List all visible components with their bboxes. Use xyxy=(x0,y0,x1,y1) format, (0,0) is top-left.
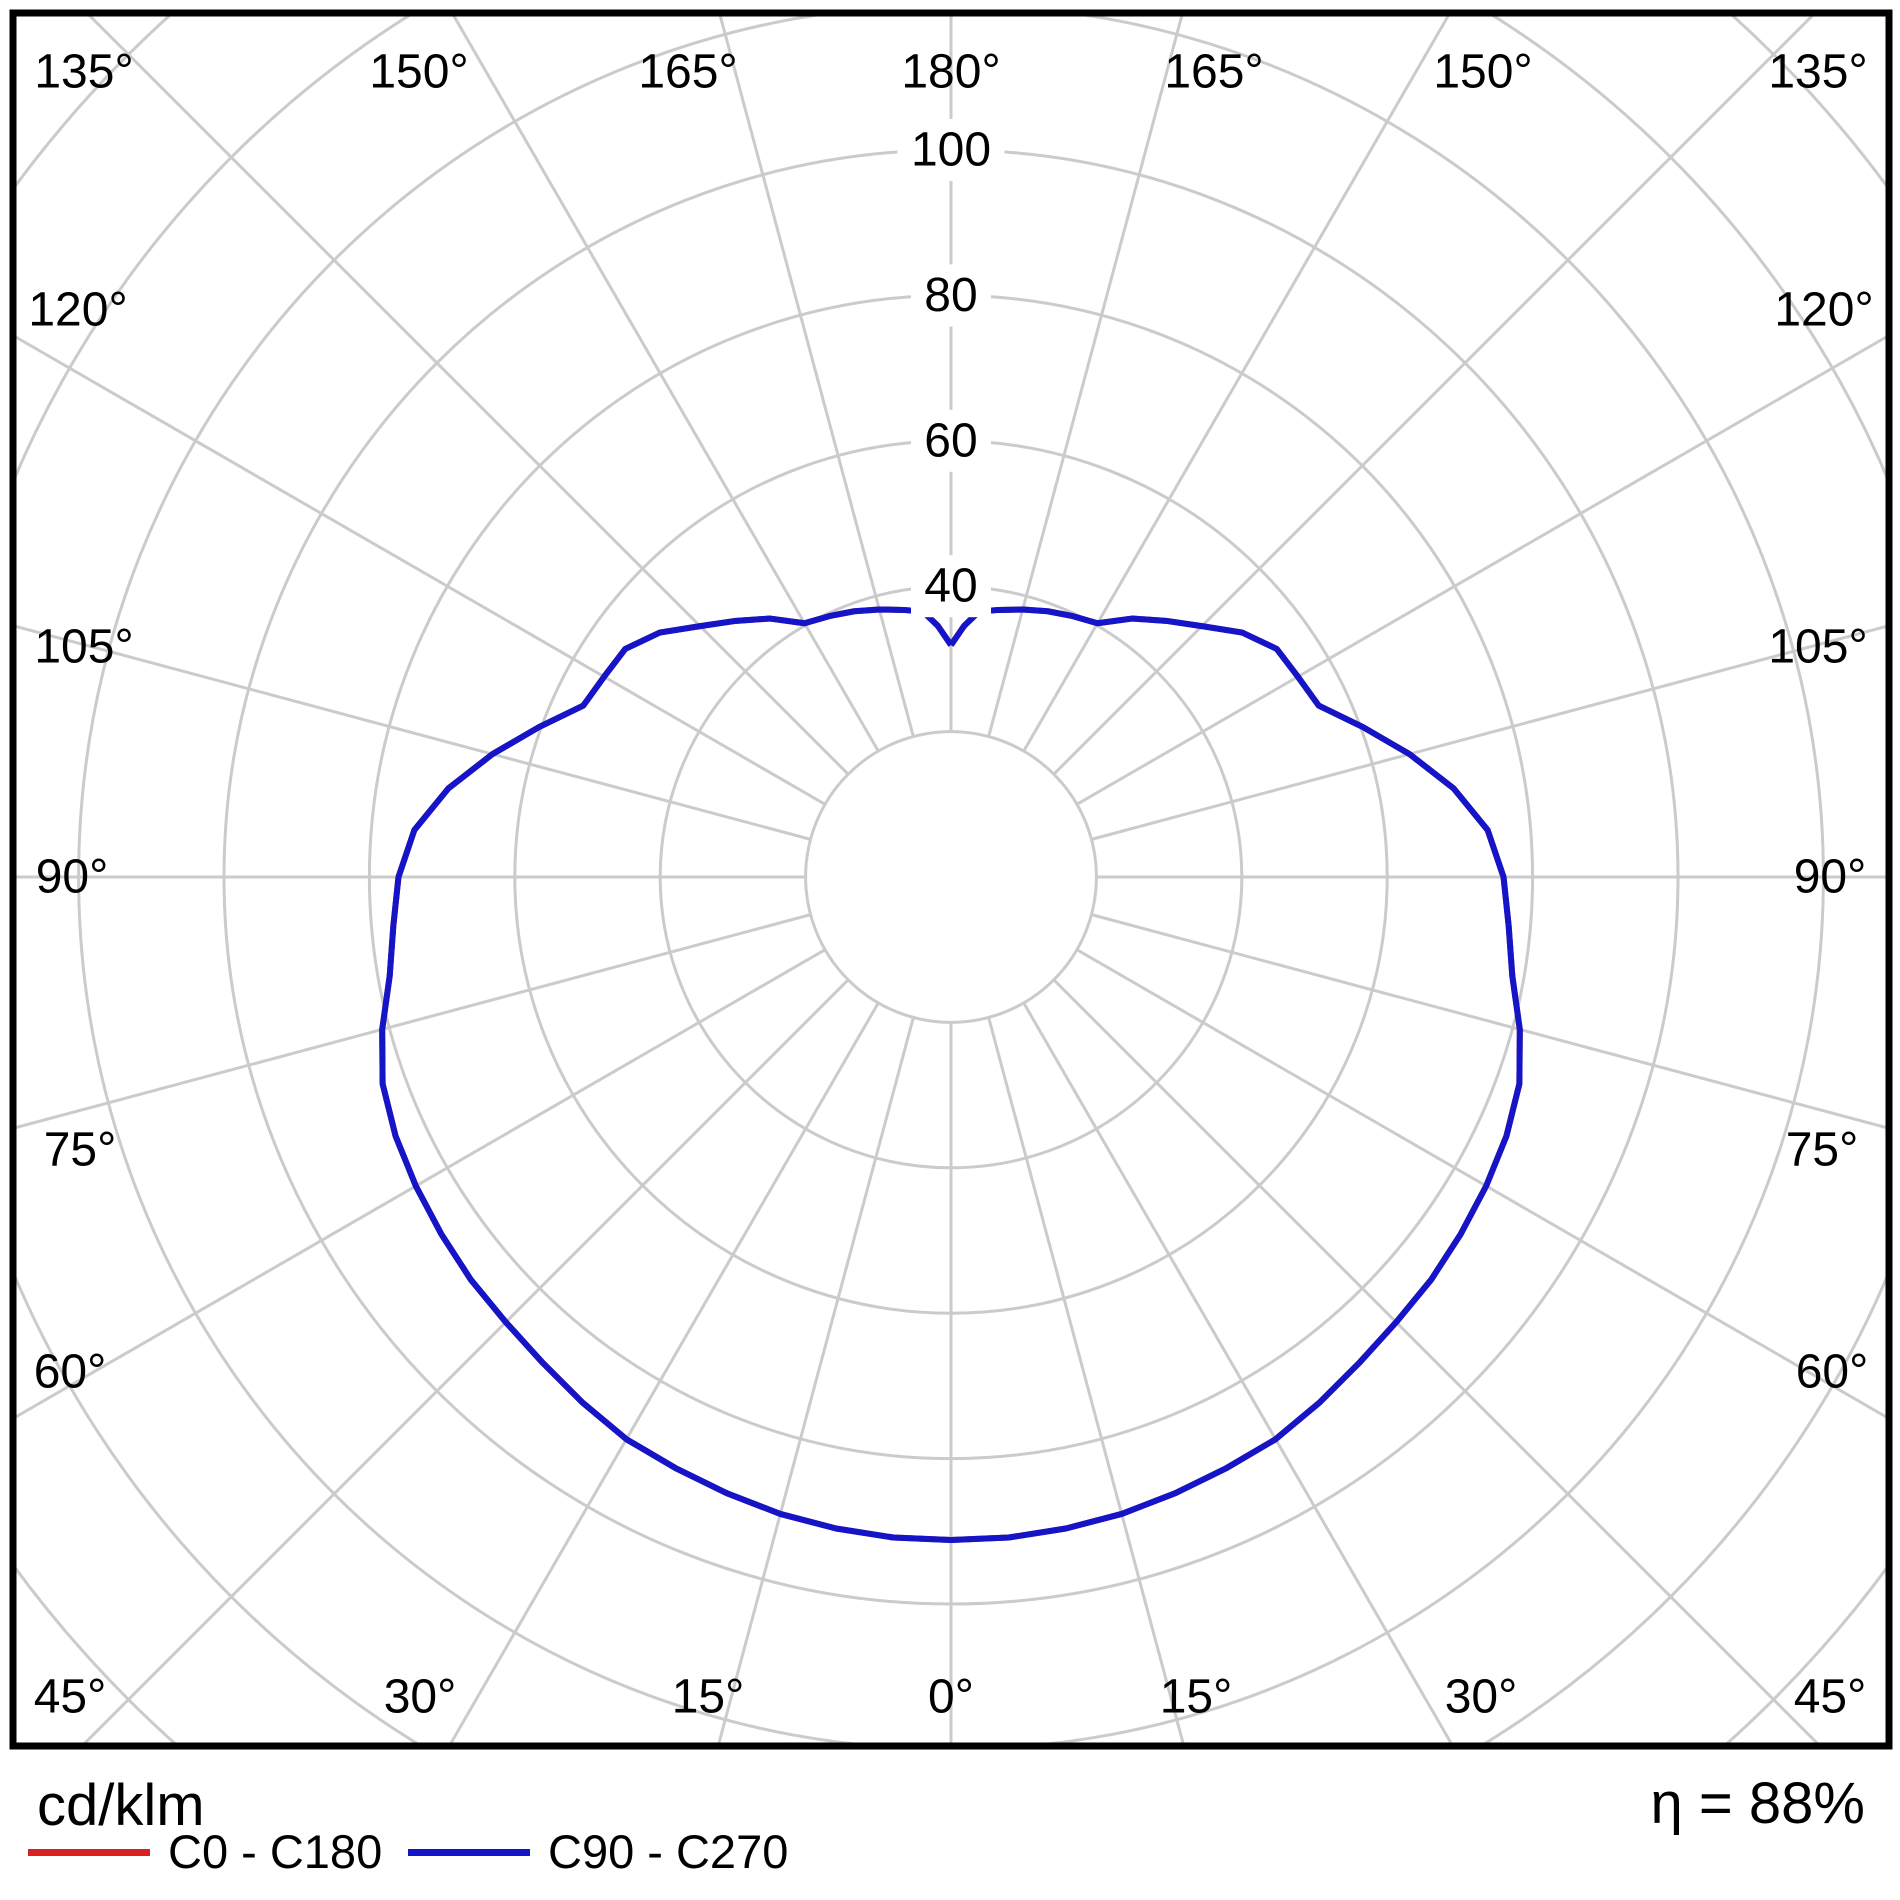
angle-label: 90° xyxy=(36,851,109,904)
plot-border xyxy=(9,9,1893,1750)
angle-label: 30° xyxy=(384,1671,457,1724)
angle-label: 150° xyxy=(369,46,468,99)
angle-label: 75° xyxy=(44,1124,117,1177)
curve-C90-C270 xyxy=(379,606,1523,1544)
legend-swatch-blue-line xyxy=(408,1848,530,1856)
angle-label: 0° xyxy=(928,1671,974,1724)
angle-label: 75° xyxy=(1786,1124,1859,1177)
efficiency-value: η = 88% xyxy=(1650,1771,1865,1836)
angle-label: 45° xyxy=(1794,1671,1867,1724)
angle-label: 90° xyxy=(1794,851,1867,904)
angle-label: 45° xyxy=(34,1671,107,1724)
legend-label: C0 - C180 xyxy=(168,1825,383,1878)
angle-label: 60° xyxy=(1796,1346,1869,1399)
angle-label: 135° xyxy=(1768,46,1867,99)
angle-label: 15° xyxy=(1160,1671,1233,1724)
angle-label: 150° xyxy=(1433,46,1532,99)
angle-label: 30° xyxy=(1445,1671,1518,1724)
angle-label: 165° xyxy=(638,46,737,99)
angle-label: 105° xyxy=(34,621,133,674)
legend-swatch-red-line xyxy=(28,1848,150,1856)
angle-label: 135° xyxy=(34,46,133,99)
radial-tick-label: 60 xyxy=(924,414,977,467)
radial-tick-label: 100 xyxy=(911,124,991,177)
radial-units-label: cd/klm xyxy=(37,1773,205,1838)
legend-item-c0-c180: C0 - C180 xyxy=(28,1826,382,1878)
angle-label: 120° xyxy=(1774,284,1873,337)
angle-label: 180° xyxy=(901,46,1000,99)
angle-label: 15° xyxy=(672,1671,745,1724)
angle-label: 60° xyxy=(34,1346,107,1399)
radial-tick-label: 80 xyxy=(924,269,977,322)
angle-label: 165° xyxy=(1164,46,1263,99)
angle-label: 105° xyxy=(1768,621,1867,674)
legend-item-c90-c270: C90 - C270 xyxy=(408,1826,788,1878)
radial-tick-label: 40 xyxy=(924,560,977,613)
legend-label: C90 - C270 xyxy=(548,1825,789,1878)
angle-label: 120° xyxy=(28,284,127,337)
